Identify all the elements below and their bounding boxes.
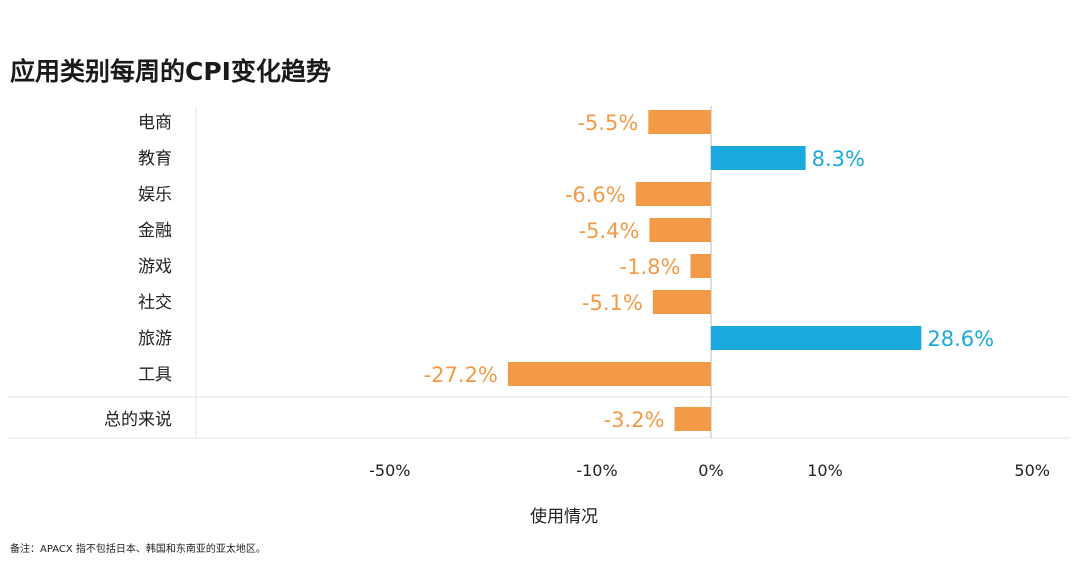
bar — [711, 146, 806, 170]
footnote: 备注：APACX 指不包括日本、韩国和东南亚的亚太地区。 — [10, 544, 266, 555]
category-label: 娱乐 — [138, 185, 172, 205]
data-label: -6.6% — [565, 183, 626, 207]
data-label: -5.4% — [579, 219, 640, 243]
x-tick-label: -10% — [576, 461, 617, 480]
data-label: -27.2% — [424, 363, 498, 387]
data-label: 28.6% — [927, 327, 994, 351]
chart-title: 应用类别每周的CPI变化趋势 — [10, 57, 331, 86]
category-label: 游戏 — [138, 257, 172, 277]
category-label: 教育 — [138, 149, 172, 169]
category-label: 电商 — [138, 113, 172, 133]
category-label: 旅游 — [138, 329, 172, 349]
x-tick-label: 50% — [1014, 461, 1050, 480]
bar — [648, 110, 711, 134]
bar — [507, 362, 711, 386]
data-label: 8.3% — [812, 147, 865, 171]
category-label: 总的来说 — [104, 410, 172, 430]
bar — [711, 326, 922, 350]
category-label: 工具 — [138, 365, 172, 385]
bar — [652, 290, 711, 314]
bar — [674, 407, 711, 431]
category-label: 社交 — [138, 293, 172, 313]
data-label: -5.5% — [577, 111, 638, 135]
bar — [690, 254, 711, 278]
category-label: 金融 — [138, 221, 172, 241]
bar — [635, 182, 711, 206]
data-label: -1.8% — [620, 255, 681, 279]
x-tick-label: -50% — [369, 461, 410, 480]
summary-data-label: -3.2% — [604, 408, 665, 432]
data-label: -5.1% — [582, 291, 643, 315]
x-axis-title: 使用情况 — [530, 506, 598, 527]
x-tick-label: 10% — [807, 461, 843, 480]
x-tick-label: 0% — [698, 461, 723, 480]
bar — [649, 218, 711, 242]
